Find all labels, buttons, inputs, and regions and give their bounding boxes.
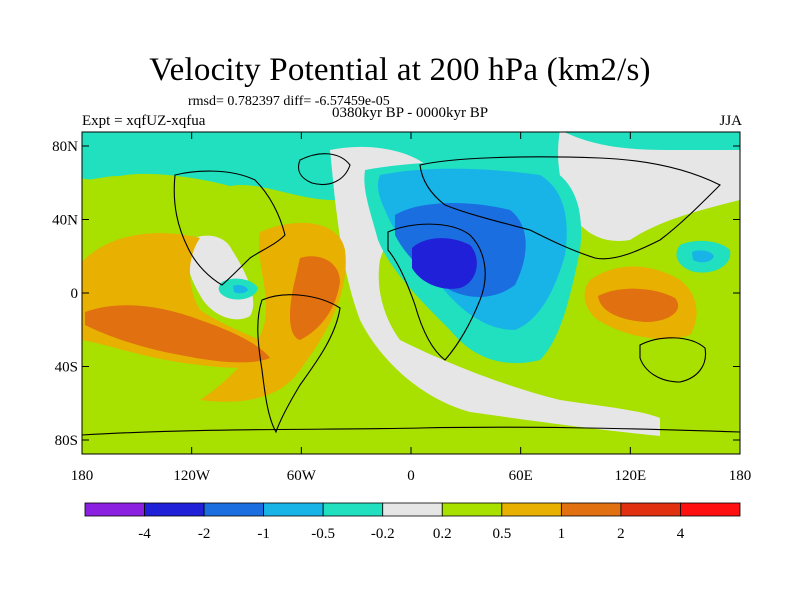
colorbar-segment — [560, 502, 622, 517]
season-label: JJA — [719, 113, 742, 129]
cyan-pacific — [692, 250, 714, 263]
colorbar-segment — [680, 502, 741, 517]
colorbar-segment — [203, 502, 265, 517]
plot-title: Velocity Potential at 200 hPa (km2/s) — [149, 52, 651, 88]
colorbar-segment — [382, 502, 443, 517]
cyan-east-pacific — [233, 285, 248, 294]
lat-tick-label: 80S — [55, 433, 78, 449]
colorbar-label: -0.5 — [311, 526, 335, 542]
colorbar-segment — [84, 502, 145, 517]
colorbar-label: 1 — [558, 526, 566, 542]
colorbar-segment — [501, 502, 562, 517]
colorbar-label: 0.5 — [492, 526, 511, 542]
lon-tick-label: 60E — [509, 468, 533, 484]
dark-orange-maritime — [598, 288, 679, 322]
colorbar-label: 2 — [617, 526, 625, 542]
colorbar-label: -1 — [257, 526, 270, 542]
colorbar-label: -2 — [198, 526, 211, 542]
colorbar-label: -4 — [138, 526, 151, 542]
colorbar-segment — [620, 502, 681, 517]
arctic-teal — [82, 138, 154, 166]
colorbar-segment — [441, 502, 503, 517]
colorbar-segment — [322, 502, 384, 517]
colorbar-label: 0.2 — [433, 526, 452, 542]
lon-tick-label: 0 — [407, 468, 415, 484]
lat-tick-label: 0 — [71, 286, 79, 302]
colorbar: -4 -2 -1 -0.5 -0.2 0.2 0.5 1 2 4 — [84, 502, 741, 542]
coastlines — [82, 153, 740, 436]
latitude-axis: 80N 40N 0 40S 80S — [52, 139, 740, 449]
lon-tick-label: 60W — [287, 468, 317, 484]
contour-field — [82, 132, 740, 454]
period-label: 0380kyr BP - 0000kyr BP — [331, 105, 489, 121]
lat-tick-label: 40S — [55, 360, 78, 376]
dark-orange-pacific — [85, 305, 270, 363]
stats-label: rmsd= 0.782397 diff= -6.57459e-05 — [188, 94, 390, 109]
lon-tick-label: 180 — [729, 468, 752, 484]
lon-tick-label: 120W — [173, 468, 211, 484]
lon-tick-label: 180 — [71, 468, 94, 484]
lat-tick-label: 40N — [52, 213, 78, 229]
longitude-axis: 180 120W 60W 0 60E 120E 180 — [71, 132, 752, 484]
lon-tick-label: 120E — [614, 468, 646, 484]
colorbar-segment — [144, 502, 205, 517]
colorbar-segment — [263, 502, 324, 517]
experiment-label: Expt = xqfUZ-xqfua — [82, 113, 206, 129]
neutral-atlantic — [330, 146, 660, 436]
neutral-asia — [558, 132, 740, 241]
colorbar-label: 4 — [677, 526, 685, 542]
colorbar-label: -0.2 — [371, 526, 395, 542]
deep-blue-sahara — [412, 238, 477, 289]
lat-tick-label: 80N — [52, 139, 78, 155]
